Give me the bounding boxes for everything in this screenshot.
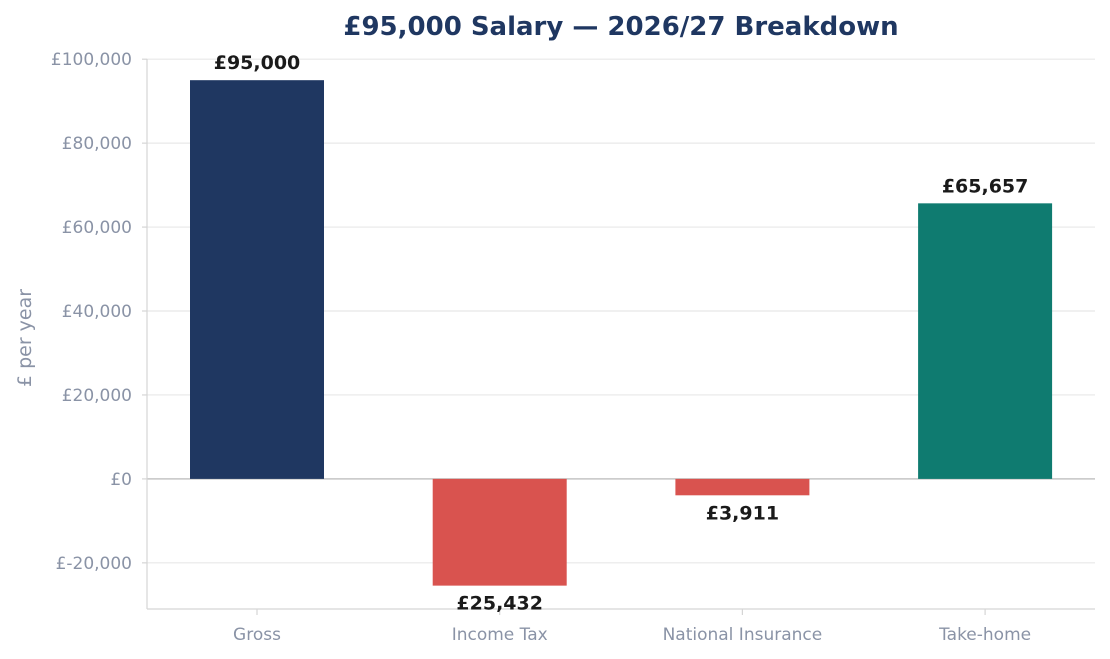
y-tick-label: £60,000 bbox=[62, 218, 132, 238]
y-axis-label: £ per year bbox=[14, 289, 36, 387]
data-label-national-insurance: £3,911 bbox=[706, 502, 779, 524]
bar-national-insurance bbox=[675, 478, 810, 496]
bar-income-tax bbox=[432, 478, 567, 586]
y-tick-label: £100,000 bbox=[51, 50, 132, 70]
bar-take-home bbox=[918, 203, 1053, 479]
x-tick-label: Gross bbox=[233, 625, 281, 645]
chart-title: £95,000 Salary — 2026/27 Breakdown bbox=[343, 12, 898, 42]
y-tick-label: £-20,000 bbox=[56, 554, 132, 574]
y-tick-label: £80,000 bbox=[62, 134, 132, 154]
axes: £-20,000 £0 £20,000 £40,000 £60,000 £80,000 £1… bbox=[51, 50, 1095, 645]
data-label-take-home: £65,657 bbox=[942, 175, 1029, 197]
x-tick-label: Take-home bbox=[938, 625, 1031, 645]
bar-gross bbox=[190, 80, 324, 479]
data-label-gross: £95,000 bbox=[214, 52, 301, 74]
data-labels: £95,000 £25,432 £3,911 £65,657 bbox=[214, 52, 1029, 614]
x-tick-label: Income Tax bbox=[452, 625, 548, 645]
y-tick-label: £20,000 bbox=[62, 386, 132, 406]
x-tick-label: National Insurance bbox=[663, 625, 823, 645]
bars bbox=[190, 80, 1053, 586]
data-label-income-tax: £25,432 bbox=[456, 593, 543, 615]
y-tick-label: £0 bbox=[110, 470, 132, 490]
y-tick-label: £40,000 bbox=[62, 302, 132, 322]
